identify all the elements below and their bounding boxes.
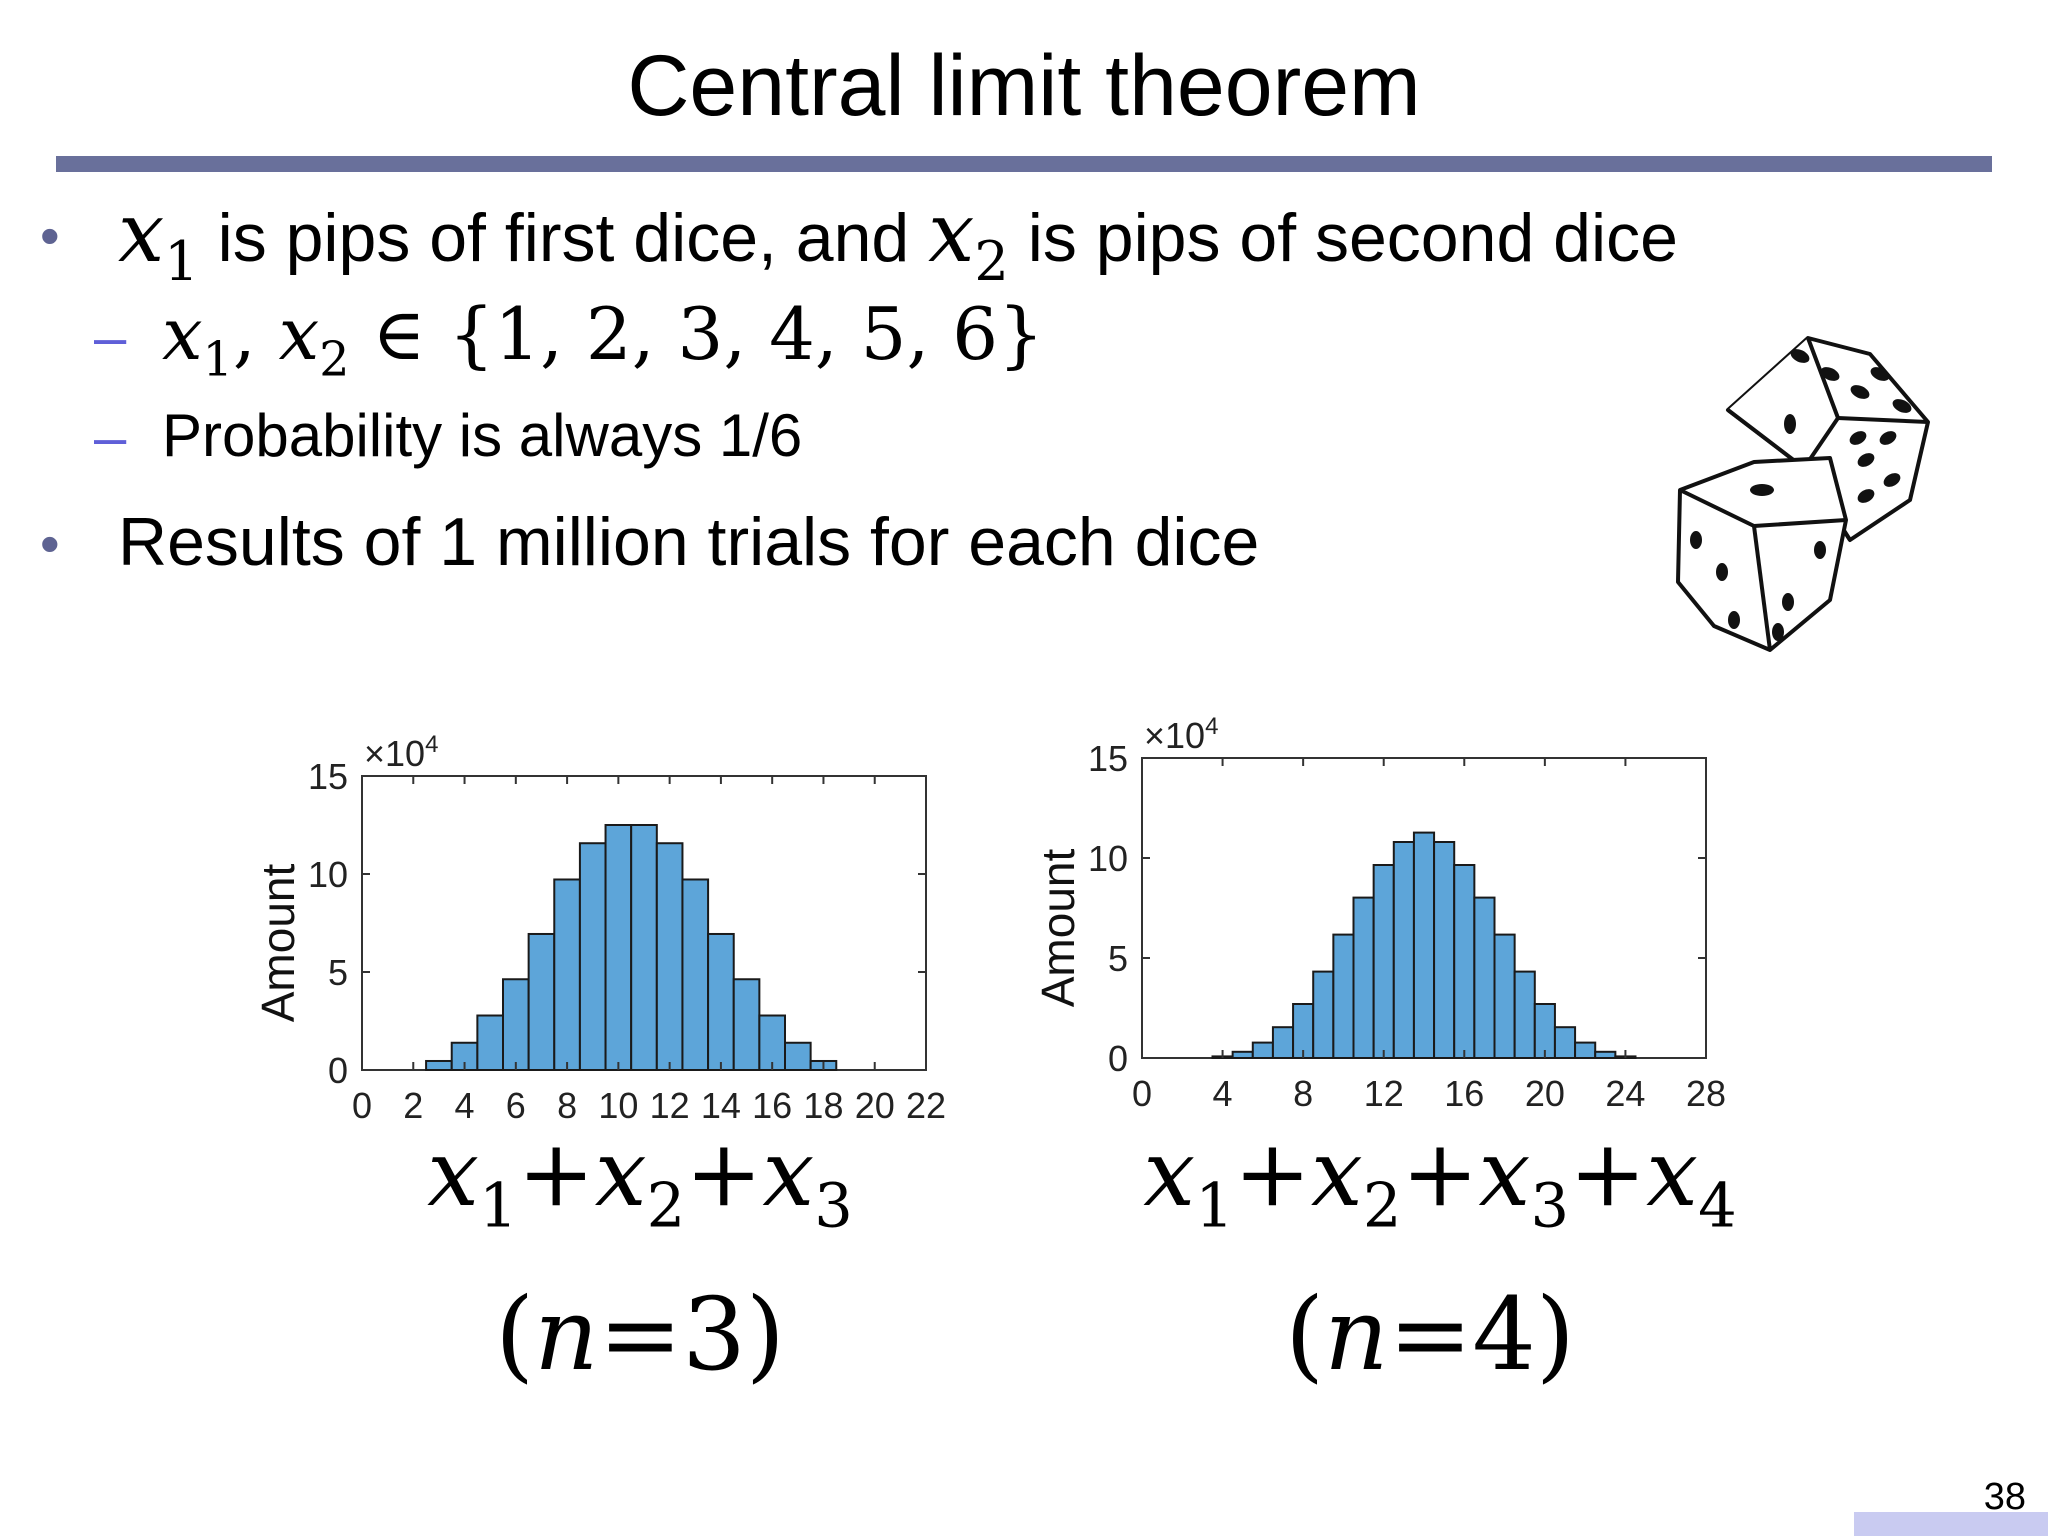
x-tick-label: 4 — [1213, 1073, 1233, 1114]
x-tick-label: 0 — [352, 1085, 372, 1126]
x-tick-label: 24 — [1605, 1073, 1645, 1114]
x-tick-label: 8 — [557, 1085, 577, 1126]
footer-bar — [1854, 1512, 2048, 1536]
bar — [1312, 970, 1335, 1060]
bar — [1231, 1050, 1254, 1059]
bar — [476, 1014, 504, 1071]
var-x1: x1 — [118, 186, 199, 293]
y-scale-base: ×10 — [364, 733, 425, 774]
bar — [1513, 970, 1536, 1060]
x-tick-label: 22 — [906, 1085, 946, 1126]
bar — [758, 1014, 787, 1071]
y-tick-label: 10 — [308, 854, 348, 895]
n-equals-4: (n=4) — [1285, 1276, 1575, 1393]
bar — [1412, 831, 1436, 1059]
bar — [707, 932, 735, 1071]
y-scale-exponent: 4 — [1205, 713, 1218, 740]
bullet-2: Results of 1 million trials for each dic… — [118, 504, 1260, 580]
sum-equation-n4: x1+x2+x3+x4 — [1143, 1120, 1737, 1242]
bullet-1: x1 is pips of first dice, and x2 is pips… — [118, 193, 1678, 302]
bullet-1-end-text: is pips of second dice — [1027, 200, 1678, 276]
dice-icon — [1676, 336, 1930, 652]
y-tick-label: 15 — [308, 756, 348, 797]
bar — [655, 842, 684, 1071]
x-tick-label: 20 — [1525, 1073, 1565, 1114]
x-tick-label: 12 — [1364, 1073, 1404, 1114]
bar — [1594, 1050, 1617, 1059]
bar — [630, 824, 658, 1071]
y-scale-factor: ×104 — [364, 731, 438, 774]
sub-bullet-dash: – — [94, 405, 127, 470]
sub-bullet-1: x1, x2 ∈ {1, 2, 3, 4, 5, 6} — [162, 292, 1044, 388]
bar — [527, 932, 556, 1071]
bar — [1372, 864, 1395, 1059]
bar — [604, 824, 633, 1071]
bullet-dot: • — [40, 204, 60, 267]
y-tick-label: 10 — [1088, 838, 1128, 879]
y-scale-factor: ×104 — [1144, 713, 1218, 756]
y-scale-base: ×10 — [1144, 715, 1205, 756]
x-tick-label: 14 — [701, 1085, 741, 1126]
y-axis-label: Amount — [1032, 849, 1084, 1008]
bar — [553, 878, 581, 1071]
bar — [1352, 896, 1375, 1059]
membership-set: ∈ {1, 2, 3, 4, 5, 6} — [372, 292, 1044, 376]
bar — [1493, 933, 1516, 1060]
bar — [1453, 864, 1476, 1059]
x-tick-label: 12 — [650, 1085, 690, 1126]
x-tick-label: 10 — [598, 1085, 638, 1126]
sub-bullet-dash: – — [94, 305, 127, 370]
bar — [1553, 1026, 1577, 1060]
page-number: 38 — [1983, 1476, 2026, 1518]
title-rule — [56, 156, 1992, 172]
y-tick-label: 0 — [1108, 1038, 1128, 1079]
y-axis-label: Amount — [252, 864, 304, 1023]
x-tick-label: 8 — [1293, 1073, 1313, 1114]
bar — [1332, 933, 1355, 1060]
bar — [578, 842, 607, 1071]
bar — [1473, 896, 1496, 1059]
bar — [1533, 1003, 1556, 1059]
bullet-dot: • — [40, 512, 60, 575]
y-tick-label: 15 — [1088, 738, 1128, 779]
bar — [1574, 1041, 1597, 1060]
x-tick-label: 2 — [403, 1085, 423, 1126]
bar — [1433, 841, 1456, 1059]
slide-title: Central limit theorem — [627, 38, 1421, 134]
x-tick-label: 18 — [803, 1085, 843, 1126]
sum-equation-n3: x1+x2+x3 — [427, 1120, 853, 1242]
x-tick-label: 16 — [1444, 1073, 1484, 1114]
bar — [1392, 841, 1415, 1059]
sub-bullet-2: Probability is always 1/6 — [162, 402, 803, 469]
y-tick-label: 5 — [1108, 938, 1128, 979]
x-tick-label: 16 — [752, 1085, 792, 1126]
y-tick-label: 0 — [328, 1050, 348, 1091]
bar — [784, 1041, 812, 1072]
x-tick-label: 0 — [1132, 1073, 1152, 1114]
x-tick-label: 4 — [455, 1085, 475, 1126]
x-tick-label: 6 — [506, 1085, 526, 1126]
bar — [502, 978, 530, 1072]
bar — [732, 978, 761, 1072]
bar — [1271, 1026, 1295, 1060]
y-scale-exponent: 4 — [425, 731, 438, 758]
bar — [1292, 1003, 1315, 1059]
bar — [681, 878, 710, 1071]
x-tick-label: 28 — [1686, 1073, 1726, 1114]
y-tick-label: 5 — [328, 952, 348, 993]
bar — [425, 1059, 453, 1072]
var-x2: x2 — [928, 186, 1009, 293]
bullet-1-mid-text: is pips of first dice, and — [217, 200, 910, 276]
x-tick-label: 20 — [855, 1085, 895, 1126]
n-equals-3: (n=3) — [495, 1276, 785, 1393]
bar — [1251, 1041, 1274, 1060]
